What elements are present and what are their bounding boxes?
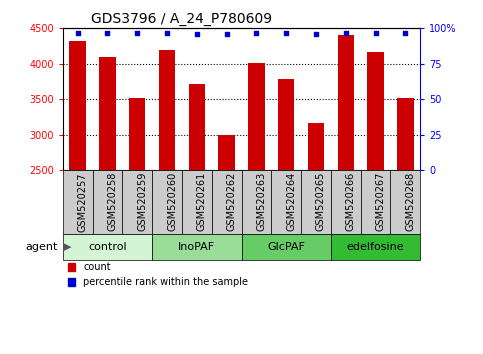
- Text: GSM520260: GSM520260: [167, 172, 177, 232]
- Text: GSM520257: GSM520257: [78, 172, 88, 232]
- Text: GSM520264: GSM520264: [286, 172, 296, 232]
- Text: control: control: [88, 242, 127, 252]
- Text: GSM520268: GSM520268: [405, 172, 415, 232]
- Point: [342, 30, 350, 35]
- Bar: [189, 84, 205, 170]
- Bar: [308, 123, 324, 170]
- Text: GSM520265: GSM520265: [316, 172, 326, 232]
- Point: [104, 30, 112, 35]
- Bar: [70, 41, 86, 170]
- Text: GSM520266: GSM520266: [346, 172, 356, 232]
- Point: [312, 31, 320, 37]
- Text: agent: agent: [26, 242, 58, 252]
- Text: GSM520267: GSM520267: [376, 172, 385, 232]
- Text: GSM520261: GSM520261: [197, 172, 207, 232]
- Point: [223, 31, 230, 37]
- Text: ▶: ▶: [63, 242, 72, 252]
- Point: [401, 30, 409, 35]
- Bar: [99, 57, 115, 170]
- Bar: [338, 35, 354, 170]
- Point: [253, 30, 260, 35]
- Bar: [159, 50, 175, 170]
- Bar: [368, 52, 384, 170]
- Point: [372, 30, 380, 35]
- Point: [282, 30, 290, 35]
- Point: [133, 30, 141, 35]
- Bar: [278, 79, 294, 170]
- Bar: [129, 98, 145, 170]
- Text: GSM520259: GSM520259: [137, 172, 147, 232]
- Bar: [248, 63, 265, 170]
- Point: [163, 30, 171, 35]
- Bar: [397, 98, 413, 170]
- Point: [74, 30, 82, 35]
- Legend: count, percentile rank within the sample: count, percentile rank within the sample: [68, 262, 248, 287]
- Text: GSM520263: GSM520263: [256, 172, 267, 232]
- Bar: [218, 135, 235, 170]
- Text: GSM520258: GSM520258: [108, 172, 117, 232]
- Text: InoPAF: InoPAF: [178, 242, 215, 252]
- Point: [193, 31, 201, 37]
- Text: GlcPAF: GlcPAF: [267, 242, 305, 252]
- Text: GSM520262: GSM520262: [227, 172, 237, 232]
- Text: edelfosine: edelfosine: [347, 242, 404, 252]
- Text: GDS3796 / A_24_P780609: GDS3796 / A_24_P780609: [91, 12, 272, 26]
